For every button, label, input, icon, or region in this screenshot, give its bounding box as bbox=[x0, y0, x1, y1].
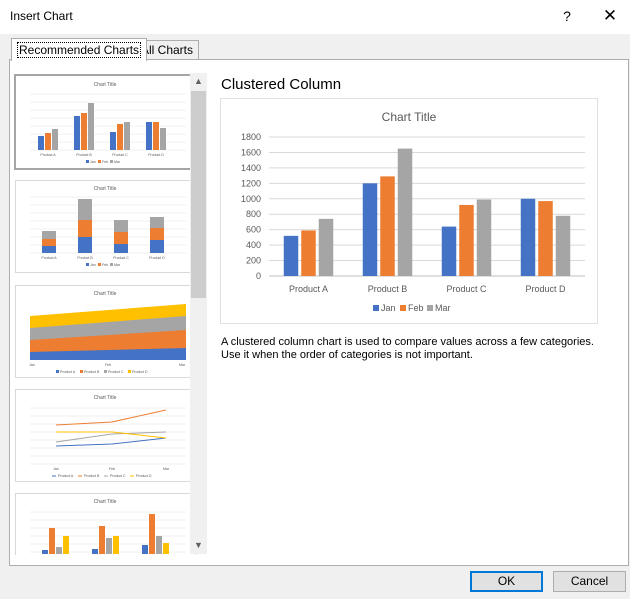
y-tick-label: 200 bbox=[246, 256, 261, 266]
thumb-cat-label: Product B bbox=[76, 153, 92, 157]
x-category-label: Product A bbox=[289, 284, 328, 294]
bar-jan[interactable] bbox=[520, 198, 536, 276]
x-category-label: Product B bbox=[368, 284, 408, 294]
bar-mar[interactable] bbox=[476, 199, 492, 276]
cancel-button[interactable]: Cancel bbox=[553, 571, 626, 592]
thumbnail-line[interactable]: Chart Title Jan Feb Mar Product A Produc… bbox=[15, 389, 196, 482]
close-button[interactable]: ✕ bbox=[602, 6, 618, 25]
preview-chart: Chart Title 0 200 400 600 800 1000 1200 1400 160… bbox=[241, 110, 585, 313]
thumb-legend-label: Product A bbox=[58, 474, 74, 478]
x-category-label: Product D bbox=[525, 284, 566, 294]
thumb-legend-label: Product B bbox=[84, 474, 100, 478]
thumbnail-clustered-column-chart: Chart Title Product A Product B Product … bbox=[30, 82, 186, 164]
thumb-legend-label: Product B bbox=[84, 370, 100, 374]
thumb-cat-label: Product A bbox=[40, 153, 56, 157]
scrollbar-thumb[interactable] bbox=[191, 91, 206, 298]
tab-recommended-charts-label: Recommended Charts bbox=[17, 42, 142, 58]
thumb-cat-label: Feb bbox=[105, 363, 111, 367]
y-tick-label: 1200 bbox=[241, 178, 261, 188]
y-tick-label: 600 bbox=[246, 225, 261, 235]
thumb-legend-label: Product D bbox=[132, 370, 148, 374]
tab-all-charts[interactable]: All Charts bbox=[135, 40, 200, 60]
thumb-legend-label: Mar bbox=[114, 160, 121, 164]
thumbnail-clustered-column-by-month-chart: Chart Title bbox=[30, 499, 186, 554]
tab-all-charts-label: All Charts bbox=[141, 43, 194, 57]
thumb-cat-label: Mar bbox=[163, 467, 170, 471]
thumbnail-scrollbar[interactable]: ▲ ▼ bbox=[190, 73, 207, 554]
thumbnail-stacked-column-chart: Chart Title Product A Product B Product … bbox=[30, 186, 186, 267]
thumb-legend-label: Jan bbox=[90, 160, 96, 164]
description-line: Use it when the order of categories is n… bbox=[221, 349, 473, 361]
legend-label: Mar bbox=[435, 303, 451, 313]
bar-jan[interactable] bbox=[362, 183, 378, 276]
thumb-title: Chart Title bbox=[94, 291, 117, 297]
legend-label: Jan bbox=[381, 303, 396, 313]
bar-jan[interactable] bbox=[441, 226, 457, 276]
thumb-legend-label: Product A bbox=[60, 370, 76, 374]
bar-feb[interactable] bbox=[380, 176, 395, 276]
thumb-title: Chart Title bbox=[94, 395, 117, 401]
y-tick-label: 1400 bbox=[241, 163, 261, 173]
y-tick-label: 800 bbox=[246, 209, 261, 219]
description-line: A clustered column chart is used to comp… bbox=[221, 336, 594, 348]
bar-mar[interactable] bbox=[397, 148, 413, 276]
thumb-cat-label: Product C bbox=[112, 153, 128, 157]
scroll-up-arrow-icon[interactable]: ▲ bbox=[194, 76, 203, 86]
thumb-cat-label: Jan bbox=[53, 467, 59, 471]
thumbnail-stacked-area[interactable]: Chart Title Jan Feb Mar Product A Produc… bbox=[15, 285, 196, 378]
thumb-title: Chart Title bbox=[94, 499, 117, 505]
preview-chart-title: Chart Title bbox=[382, 110, 437, 124]
legend-swatch bbox=[400, 305, 406, 311]
chart-description: A clustered column chart is used to comp… bbox=[221, 336, 621, 362]
thumbnail-clustered-column[interactable]: Chart Title Product A Product B Product … bbox=[14, 74, 198, 170]
ok-button[interactable]: OK bbox=[470, 571, 543, 592]
legend-swatch bbox=[373, 305, 379, 311]
thumb-cat-label: Product D bbox=[148, 153, 164, 157]
bar-jan[interactable] bbox=[283, 235, 299, 276]
dialog-title: Insert Chart bbox=[10, 9, 73, 23]
thumb-legend-label: Jan bbox=[90, 263, 96, 267]
bar-feb[interactable] bbox=[459, 204, 474, 276]
thumb-title: Chart Title bbox=[94, 82, 117, 88]
y-tick-label: 0 bbox=[256, 271, 261, 281]
tab-recommended-charts[interactable]: Recommended Charts bbox=[11, 38, 148, 61]
thumb-cat-label: Mar bbox=[179, 363, 186, 367]
thumb-legend-label: Mar bbox=[114, 263, 121, 267]
legend-label: Feb bbox=[408, 303, 424, 313]
thumbnail-clustered-column-by-month[interactable]: Chart Title bbox=[15, 493, 196, 555]
chart-preview: Chart Title 0 200 400 600 800 1000 1200 1400 160… bbox=[220, 98, 598, 324]
title-bar: Insert Chart ? ✕ bbox=[0, 0, 640, 34]
thumb-legend-label: Feb bbox=[102, 160, 108, 164]
y-tick-label: 1600 bbox=[241, 147, 261, 157]
bar-mar[interactable] bbox=[555, 215, 571, 276]
thumb-cat-label: Product C bbox=[113, 256, 129, 260]
thumb-legend-label: Feb bbox=[102, 263, 108, 267]
y-tick-label: 400 bbox=[246, 240, 261, 250]
thumb-cat-label: Jan bbox=[29, 363, 35, 367]
thumbnail-line-chart: Chart Title Jan Feb Mar Product A Produc… bbox=[30, 395, 186, 478]
thumbnail-stacked-area-chart: Chart Title Jan Feb Mar Product A Produc… bbox=[29, 291, 186, 374]
thumb-title: Chart Title bbox=[94, 186, 117, 192]
thumbnail-stacked-column[interactable]: Chart Title Product A Product B Product … bbox=[15, 180, 196, 273]
bar-feb[interactable] bbox=[538, 201, 553, 276]
help-button[interactable]: ? bbox=[563, 8, 571, 24]
thumb-cat-label: Product D bbox=[149, 256, 165, 260]
chart-thumbnail-list: Chart Title Product A Product B Product … bbox=[12, 12, 209, 555]
thumb-legend-label: Product C bbox=[110, 474, 126, 478]
preview-heading: Clustered Column bbox=[221, 76, 342, 93]
background-window-edge bbox=[630, 0, 640, 599]
thumb-legend-label: Product C bbox=[108, 370, 124, 374]
thumb-legend-label: Product D bbox=[136, 474, 152, 478]
x-category-label: Product C bbox=[446, 284, 487, 294]
legend-swatch bbox=[427, 305, 433, 311]
thumb-cat-label: Product B bbox=[77, 256, 93, 260]
bar-mar[interactable] bbox=[318, 218, 334, 276]
y-tick-label: 1800 bbox=[241, 132, 261, 142]
y-tick-label: 1000 bbox=[241, 194, 261, 204]
thumb-cat-label: Feb bbox=[109, 467, 115, 471]
thumb-cat-label: Product A bbox=[41, 256, 57, 260]
scroll-down-arrow-icon[interactable]: ▼ bbox=[194, 540, 203, 550]
bar-feb[interactable] bbox=[301, 230, 316, 276]
